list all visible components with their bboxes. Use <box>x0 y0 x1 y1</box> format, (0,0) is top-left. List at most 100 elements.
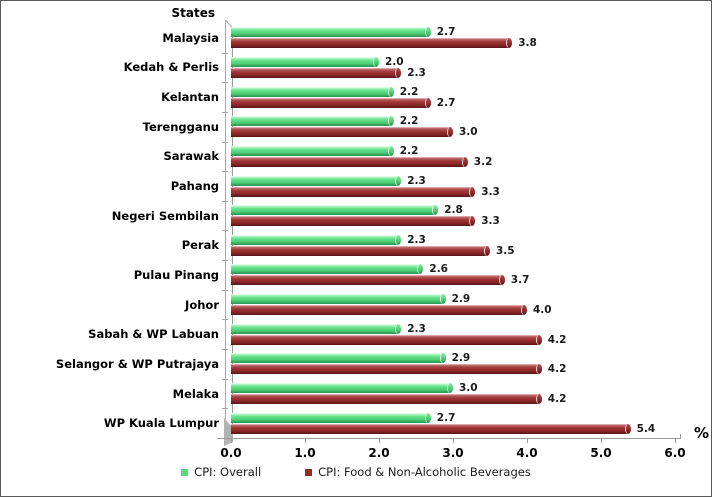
bar-line: 3.8 <box>231 37 675 49</box>
unit-label: % <box>693 424 709 442</box>
value-label: 2.9 <box>451 293 471 306</box>
bar-food <box>231 334 542 345</box>
bar-end-cap <box>535 394 542 404</box>
chart-row: Pahang 2.3 3.3 <box>171 171 675 202</box>
bar-overall <box>231 205 439 216</box>
legend-item: CPI: Overall <box>181 465 261 479</box>
bar-overall <box>231 27 431 38</box>
value-label: 4.2 <box>547 363 567 376</box>
value-label: 2.3 <box>407 174 426 187</box>
bar-overall <box>231 323 402 334</box>
bar-food <box>231 186 476 197</box>
legend: CPI: Overall CPI: Food & Non-Alcoholic Be… <box>1 465 711 479</box>
bar-line: 2.9 <box>231 293 675 306</box>
bar-overall <box>231 145 394 156</box>
x-axis-tick <box>675 439 676 443</box>
chart-row: Kedah & Perlis 2.0 2.3 <box>124 53 675 83</box>
category-label: Melaka <box>172 386 219 401</box>
value-label: 2.9 <box>451 352 471 365</box>
value-label: 2.2 <box>399 115 419 128</box>
bar-food <box>231 38 513 49</box>
value-label: 2.8 <box>444 204 463 217</box>
bar-overall <box>231 175 402 186</box>
bar-end-cap <box>395 175 402 186</box>
bar-overall <box>231 86 394 97</box>
x-axis-tick <box>601 439 602 443</box>
bar-food <box>231 245 490 256</box>
chart-row: Perak 2.3 3.5 <box>182 230 675 261</box>
bar-overall <box>231 56 379 67</box>
plot-area: Malaysia 2.7 3.8 Kedah & Perlis 2.0 2.3 Kelant… <box>56 23 675 439</box>
bar-food <box>231 127 453 138</box>
chart-row: Johor 2.9 4.0 <box>185 290 675 321</box>
bar-end-cap <box>424 97 431 108</box>
bar-overall <box>231 234 402 245</box>
value-label: 3.0 <box>459 126 478 139</box>
bar-line: 2.0 <box>231 56 675 68</box>
bar-line: 4.2 <box>231 334 675 346</box>
bar-end-cap <box>535 364 542 375</box>
bar-end-cap <box>395 323 402 334</box>
chart-row: Negeri Sembilan 2.8 3.3 <box>112 201 675 232</box>
value-label: 2.3 <box>407 66 426 79</box>
x-axis-tick-label: 1.0 <box>294 446 316 460</box>
bar-end-cap <box>387 86 394 97</box>
x-axis-tick <box>526 439 528 443</box>
value-label: 2.3 <box>407 322 426 335</box>
value-label: 3.0 <box>459 382 478 394</box>
bar-food <box>231 156 468 167</box>
bar-end-cap <box>498 275 505 286</box>
value-axis: % 0.0 1.0 2.0 3.0 4.0 5.0 6.0 <box>217 424 709 474</box>
chart-row: Pulau Pinang 2.6 3.7 <box>134 260 675 291</box>
bar-line: 2.7 <box>231 412 675 424</box>
bar-line: 2.9 <box>231 352 675 365</box>
bar-line: 2.6 <box>231 263 675 275</box>
category-label: Sarawak <box>163 149 219 164</box>
bar-line: 2.8 <box>231 204 675 217</box>
bar-end-cap <box>372 56 379 67</box>
value-label: 4.0 <box>532 304 552 317</box>
bar-food <box>231 216 476 227</box>
bar-food <box>231 305 527 316</box>
bar-line: 2.2 <box>231 115 675 128</box>
bar-end-cap <box>624 423 631 434</box>
category-label: Selangor & WP Putrajaya <box>55 356 219 371</box>
x-axis-tick <box>231 439 232 443</box>
x-axis-end-tick <box>680 434 681 439</box>
bar-end-cap <box>432 205 439 216</box>
chart-row: Sabah & WP Labuan 2.3 4.2 <box>88 319 675 350</box>
chart-row: WP Kuala Lumpur 2.7 5.4 <box>104 408 675 439</box>
value-label: 2.3 <box>407 233 426 246</box>
category-label: Negeri Sembilan <box>111 208 219 223</box>
bar-end-cap <box>424 412 431 423</box>
x-axis-tick-label: 4.0 <box>516 446 538 460</box>
category-label: Pulau Pinang <box>133 267 219 282</box>
value-label: 5.4 <box>636 422 656 435</box>
bar-line: 4.2 <box>231 363 675 376</box>
bar-line: 2.3 <box>231 66 675 79</box>
x-axis-tick <box>453 439 454 443</box>
value-label: 3.3 <box>481 215 500 228</box>
bar-line: 4.0 <box>231 304 675 317</box>
bar-end-cap <box>417 264 424 275</box>
value-label: 3.3 <box>481 185 500 198</box>
category-label: Pahang <box>170 179 219 194</box>
x-axis-tick-label: 2.0 <box>368 446 390 460</box>
x-axis-tick <box>304 439 306 443</box>
category-label: Perak <box>181 238 219 253</box>
bar-end-cap <box>424 27 431 38</box>
x-axis-tick-label: 0.0 <box>220 446 242 460</box>
bar-food <box>231 364 542 375</box>
bar-line: 2.7 <box>231 26 675 38</box>
bar-line: 2.2 <box>231 145 675 157</box>
bar-end-cap <box>395 234 402 245</box>
bar-line: 2.2 <box>231 86 675 98</box>
bar-line: 3.0 <box>231 382 675 394</box>
bar-end-cap <box>535 334 542 345</box>
bar-line: 3.7 <box>231 274 675 286</box>
category-label: WP Kuala Lumpur <box>103 416 219 431</box>
bar-end-cap <box>439 353 446 364</box>
bar-line: 2.3 <box>231 322 675 335</box>
category-label: Sabah & WP Labuan <box>88 327 219 342</box>
bar-end-cap <box>447 127 453 138</box>
